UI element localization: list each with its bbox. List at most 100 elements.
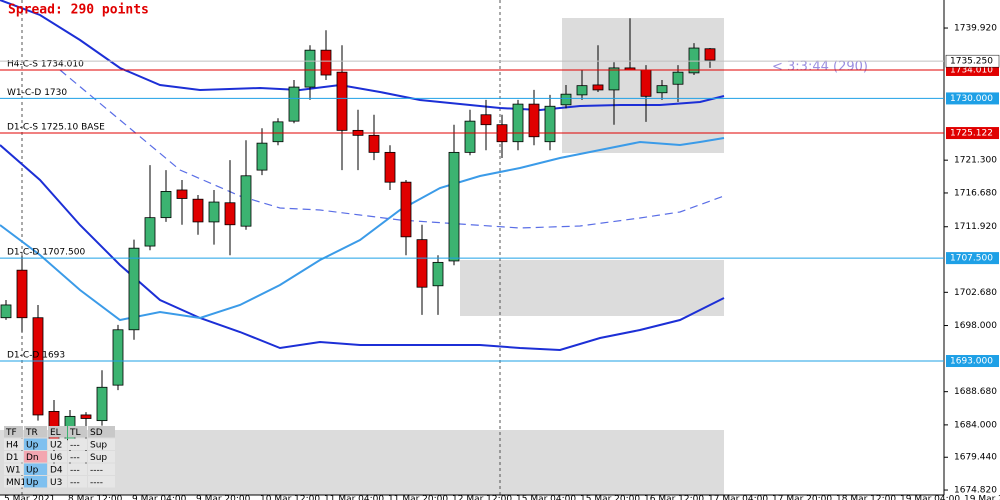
price-box-label: 1735.250 xyxy=(950,57,993,67)
zone xyxy=(460,260,724,316)
candle-body xyxy=(192,198,204,223)
table-cell xyxy=(88,438,115,450)
x-tick-label: 19 Mar 04:00 xyxy=(900,495,960,500)
level-label: D1-C-D 1693 xyxy=(7,351,65,361)
candle-body xyxy=(672,71,684,85)
table-text: U3 xyxy=(50,478,62,488)
table-cell xyxy=(68,438,87,450)
ma-line xyxy=(0,0,725,112)
candle-body xyxy=(576,85,588,96)
candle-body xyxy=(144,217,156,247)
table-text: TF xyxy=(5,428,17,438)
table-text: --- xyxy=(70,478,80,488)
table-cell xyxy=(24,426,47,438)
level-label: D1-C-D 1707.500 xyxy=(7,248,85,258)
y-tick-label: 1684.000 xyxy=(954,420,997,430)
price-box-label: 1693.000 xyxy=(950,357,993,367)
candle-body xyxy=(16,269,28,319)
candle-body xyxy=(272,121,284,143)
candle-body xyxy=(320,49,332,76)
table-cell xyxy=(88,463,115,475)
table-text: Sup xyxy=(90,440,107,450)
candle-body xyxy=(240,175,252,227)
candle-body xyxy=(32,317,44,416)
level-label: D1-C-S 1725.10 BASE xyxy=(7,123,105,133)
candle-body xyxy=(704,48,716,61)
table-cell xyxy=(4,463,23,475)
level-label: H4-C-S 1734.010 xyxy=(7,59,84,69)
x-tick-label: 10 Mar 12:00 xyxy=(260,495,320,500)
candle-body xyxy=(656,85,668,94)
candle-body xyxy=(304,49,316,88)
table-text: Up xyxy=(26,465,39,475)
table-text: Dn xyxy=(26,453,39,463)
y-tick-label: 1688.680 xyxy=(954,387,997,397)
candle-body xyxy=(416,239,428,288)
candle-body xyxy=(336,71,348,131)
x-tick-label: 18 Mar 12:00 xyxy=(836,495,896,500)
x-tick-label: 12 Mar 12:00 xyxy=(452,495,512,500)
ma-line xyxy=(0,144,725,352)
x-tick-label: 19 Mar 20:00 xyxy=(964,495,1000,500)
candle-body xyxy=(640,69,652,97)
candle-body xyxy=(128,247,140,331)
table-text: D1 xyxy=(6,453,19,463)
zone xyxy=(0,430,724,495)
table-cell xyxy=(88,426,115,438)
x-tick-label: 15 Mar 20:00 xyxy=(580,495,640,500)
candle-body xyxy=(256,142,268,171)
candle-body xyxy=(528,103,540,138)
table-cell xyxy=(24,438,47,450)
candle-body xyxy=(480,114,492,126)
table-cell xyxy=(48,463,67,475)
candle-body xyxy=(176,189,188,199)
candle-body xyxy=(208,201,220,223)
table-cell xyxy=(48,438,67,450)
y-tick-label: 1702.680 xyxy=(954,288,997,298)
table-text: ---- xyxy=(90,478,103,488)
indicator-table: TF TR EL TL SD H4 Up U2 --- Sup D1 Dn U6 --- Sup W1 Up D4… xyxy=(4,426,115,488)
table-text: U6 xyxy=(50,453,63,463)
table-cell xyxy=(68,426,87,438)
x-tick-label: 11 Mar 04:00 xyxy=(324,495,384,500)
table-cell xyxy=(24,451,47,463)
candle-body xyxy=(512,103,524,143)
price-box xyxy=(946,252,999,265)
candle-body xyxy=(368,134,380,153)
price-box xyxy=(946,355,999,368)
ma-line xyxy=(59,69,725,229)
candle-body xyxy=(224,202,236,226)
ma-line xyxy=(0,137,725,322)
candle-body xyxy=(160,190,172,219)
y-tick-label: 1711.920 xyxy=(954,222,997,232)
x-tick-label: 16 Mar 12:00 xyxy=(644,495,704,500)
timer-text: < 3:3:44 (290) xyxy=(772,60,868,75)
candle-body xyxy=(688,47,700,74)
candle-body xyxy=(560,93,572,106)
x-tick-label: 5 Mar 2021 xyxy=(4,495,55,500)
level-label: W1-C-D 1730 xyxy=(7,88,67,98)
table-text: --- xyxy=(70,465,80,475)
candle-body xyxy=(608,67,620,91)
table-text: Up xyxy=(26,478,39,488)
x-tick-label: 17 Mar 04:00 xyxy=(708,495,768,500)
x-tick-label: 9 Mar 04:00 xyxy=(132,495,187,500)
price-box-label: 1730.000 xyxy=(950,94,993,104)
candle-body xyxy=(592,84,604,91)
x-tick-label: 8 Mar 12:00 xyxy=(68,495,123,500)
table-text: --- xyxy=(70,453,80,463)
candle-body xyxy=(80,414,92,419)
table-cell xyxy=(24,476,47,488)
table-cell xyxy=(68,463,87,475)
table-cell xyxy=(4,426,23,438)
table-cell xyxy=(4,451,23,463)
table-text: EL xyxy=(50,428,61,438)
table-text: --- xyxy=(70,440,80,450)
x-tick-label: 15 Mar 04:00 xyxy=(516,495,576,500)
table-cell xyxy=(68,476,87,488)
table-cell xyxy=(68,451,87,463)
candle-body xyxy=(96,386,108,422)
y-tick-label: 1679.440 xyxy=(954,453,997,463)
price-box xyxy=(945,54,1000,68)
y-tick-label: 1721.300 xyxy=(954,156,997,166)
